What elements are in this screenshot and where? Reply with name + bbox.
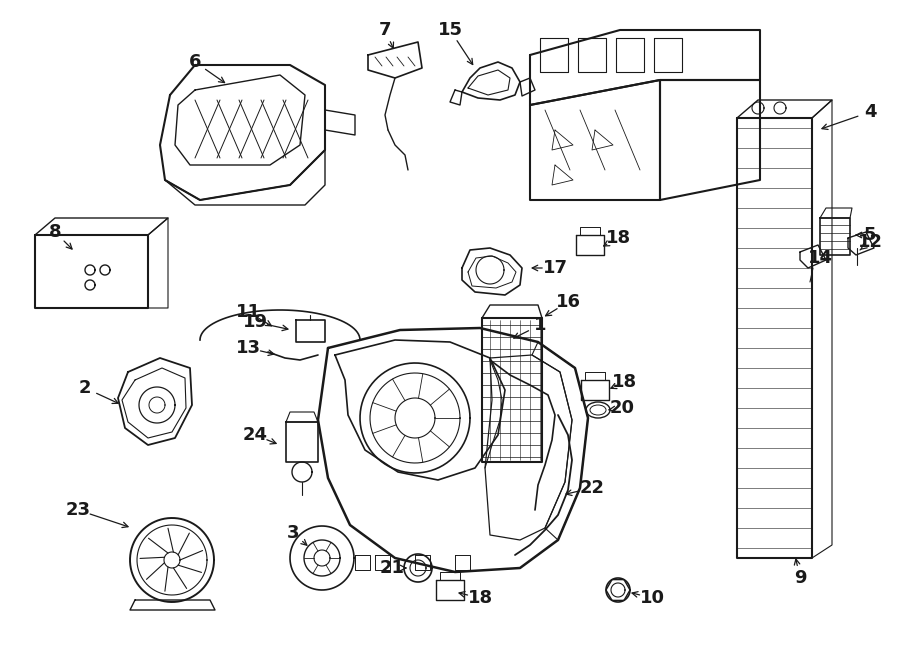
Text: 18: 18 [612, 373, 637, 391]
Text: 1: 1 [534, 316, 546, 334]
Text: 3: 3 [287, 524, 300, 542]
Text: 24: 24 [242, 426, 267, 444]
Text: 10: 10 [640, 589, 664, 607]
Text: 21: 21 [380, 559, 404, 577]
Text: 17: 17 [543, 259, 568, 277]
Text: 18: 18 [467, 589, 492, 607]
Text: 7: 7 [379, 21, 392, 39]
Text: 20: 20 [609, 399, 634, 417]
Text: 14: 14 [807, 249, 833, 267]
Text: 19: 19 [242, 313, 267, 331]
Text: 2: 2 [79, 379, 91, 397]
Text: 23: 23 [66, 501, 91, 519]
Text: 11: 11 [236, 303, 260, 321]
Text: 22: 22 [580, 479, 605, 497]
Text: 6: 6 [189, 53, 202, 71]
Text: 13: 13 [236, 339, 260, 357]
Text: 5: 5 [864, 226, 877, 244]
Text: 9: 9 [794, 569, 806, 587]
Text: 12: 12 [858, 233, 883, 251]
Text: 8: 8 [49, 223, 61, 241]
Text: 15: 15 [437, 21, 463, 39]
Ellipse shape [590, 405, 606, 415]
Ellipse shape [586, 402, 610, 418]
Text: 16: 16 [555, 293, 580, 311]
Text: 4: 4 [864, 103, 877, 121]
Text: 18: 18 [606, 229, 631, 247]
